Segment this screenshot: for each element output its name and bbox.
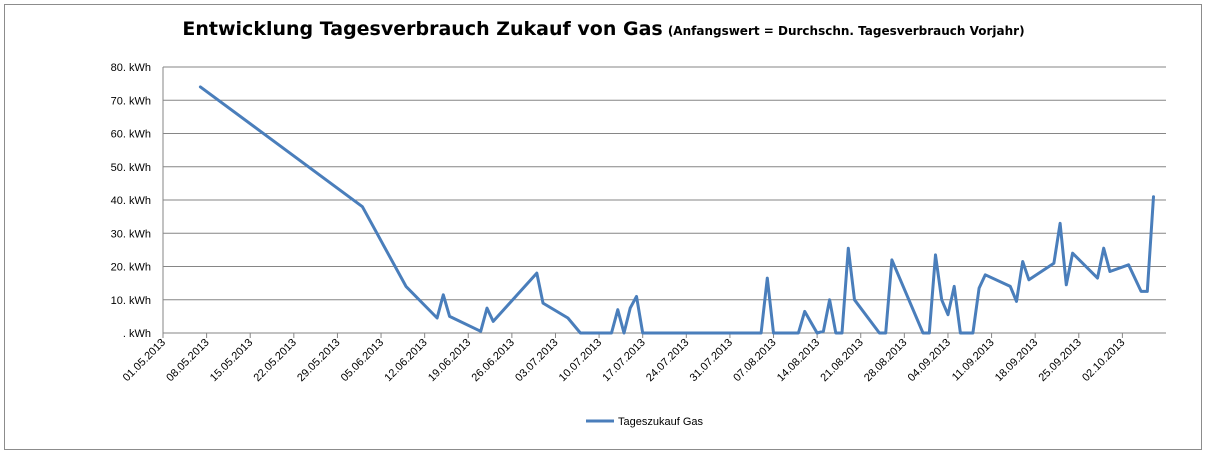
y-tick-label: 70. kWh xyxy=(111,95,151,107)
x-tick-label: 07.08.2013 xyxy=(731,337,778,384)
x-tick-label: 25.09.2013 xyxy=(1036,337,1083,384)
y-tick-label: 20. kWh xyxy=(111,262,151,274)
y-tick-label: 30. kWh xyxy=(111,228,151,240)
x-tick-label: 03.07.2013 xyxy=(513,337,560,384)
x-tick-label: 28.08.2013 xyxy=(862,337,909,384)
y-tick-label: 80. kWh xyxy=(111,62,151,74)
x-tick-label: 04.09.2013 xyxy=(906,337,953,384)
x-tick-label: 29.05.2013 xyxy=(295,337,342,384)
chart-frame xyxy=(4,4,1202,450)
x-tick-label: 26.06.2013 xyxy=(470,337,517,384)
x-tick-label: 08.05.2013 xyxy=(164,337,211,384)
x-tick-label: 02.10.2013 xyxy=(1080,337,1127,384)
chart-title: Entwicklung Tagesverbrauch Zukauf von Ga… xyxy=(182,18,663,40)
x-tick-label: 22.05.2013 xyxy=(252,337,299,384)
y-tick-label: 40. kWh xyxy=(111,195,151,207)
legend-label: Tageszukauf Gas xyxy=(618,416,703,428)
chart-title-block: Entwicklung Tagesverbrauch Zukauf von Ga… xyxy=(0,18,1207,40)
x-tick-label: 19.06.2013 xyxy=(426,337,473,384)
x-tick-label: 12.06.2013 xyxy=(382,337,429,384)
y-tick-label: 50. kWh xyxy=(111,162,151,174)
y-tick-label: 10. kWh xyxy=(111,295,151,307)
y-tick-label: 60. kWh xyxy=(111,129,151,141)
chart-subtitle: (Anfangswert = Durchschn. Tagesverbrauch… xyxy=(667,24,1025,38)
x-tick-label: 21.08.2013 xyxy=(818,337,865,384)
x-tick-label: 10.07.2013 xyxy=(557,337,604,384)
x-tick-label: 18.09.2013 xyxy=(993,337,1040,384)
x-tick-label: 24.07.2013 xyxy=(644,337,691,384)
x-tick-label: 11.09.2013 xyxy=(950,337,997,384)
x-tick-label: 31.07.2013 xyxy=(688,337,735,384)
x-tick-label: 17.07.2013 xyxy=(600,337,647,384)
x-tick-label: 05.06.2013 xyxy=(339,337,386,384)
x-tick-label: 01.05.2013 xyxy=(121,337,168,384)
y-tick-label: . kWh xyxy=(123,328,151,340)
x-tick-label: 14.08.2013 xyxy=(775,337,822,384)
series-line-tageszukauf-gas xyxy=(198,85,1155,335)
x-tick-label: 15.05.2013 xyxy=(208,337,255,384)
